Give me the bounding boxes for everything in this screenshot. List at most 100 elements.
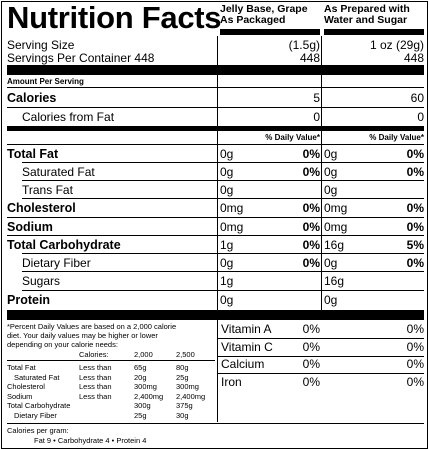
- footnote-row-2500: 25g: [176, 372, 189, 382]
- medium-divider: [7, 126, 424, 131]
- footnote-cal-2500: 2,500: [176, 350, 195, 359]
- footnote-row-qualifier: Less than: [79, 372, 112, 382]
- nutrient-dv-packaged: 0%: [302, 256, 320, 270]
- footnote-vitamin-divider: [217, 320, 218, 422]
- divider: [7, 217, 424, 218]
- servings-per-container-prepared: 448: [403, 51, 424, 65]
- footnote-row-2000: 2,400mg: [134, 391, 164, 401]
- column-header-prepared-line2: Water and Sugar: [324, 14, 408, 26]
- nutrient-amount-packaged: 0g: [220, 183, 234, 197]
- nutrient-label: Total Fat: [7, 147, 59, 161]
- vitamin-label: Calcium: [221, 357, 265, 371]
- footnote-row-label: Dietary Fiber: [14, 410, 57, 420]
- header-bar-prepared: [324, 29, 424, 35]
- thick-divider-top: [7, 65, 424, 75]
- footnote-row-2500: 30g: [176, 410, 189, 420]
- footnote-row-qualifier: Less than: [79, 363, 112, 372]
- nutrient-amount-prepared: 0mg: [324, 220, 348, 234]
- nutrient-dv-packaged: 0%: [302, 165, 320, 179]
- calories-from-fat-label: Calories from Fat: [22, 110, 115, 124]
- footnote-row-label: Saturated Fat: [14, 372, 60, 382]
- thick-divider-bottom: [7, 310, 424, 320]
- footnote-row-label: Cholesterol: [7, 382, 45, 391]
- footnote-row-label: Total Carbohydrate: [7, 401, 71, 410]
- serving-size-prepared: 1 oz (29g): [369, 38, 424, 52]
- nutrient-dv-prepared: 0%: [406, 165, 424, 179]
- divider: [7, 235, 424, 236]
- nutrient-amount-packaged: 1g: [220, 274, 234, 288]
- footnote-row-2000: 300g: [134, 401, 151, 410]
- footnote-row-qualifier: Less than: [79, 382, 112, 391]
- footnote-calories-label: Calories:: [79, 350, 109, 359]
- vitamin-label: Vitamin A: [221, 322, 272, 336]
- nutrient-amount-prepared: 0g: [324, 256, 338, 270]
- nutrient-amount-packaged: 0mg: [220, 220, 244, 234]
- footnote-row-2500: 375g: [176, 401, 193, 410]
- serving-size-label: Serving Size: [7, 38, 75, 52]
- nutrient-label: Protein: [7, 293, 51, 307]
- vitamin-label: Vitamin C: [221, 339, 273, 354]
- servings-per-container-label: Servings Per Container 448: [7, 51, 155, 65]
- column-header-packaged-line1: Jelly Base, Grape: [220, 3, 308, 15]
- vitamin-prepared: 0%: [406, 374, 424, 389]
- calories-prepared: 60: [410, 91, 424, 105]
- column-header-prepared-line1: As Prepared with: [324, 3, 410, 15]
- footnote-row-2500: 300mg: [176, 382, 199, 391]
- nutrient-label: Saturated Fat: [22, 165, 95, 179]
- footnote-row-qualifier: Less than: [79, 391, 112, 401]
- calories-from-fat-prepared: 0: [417, 110, 424, 124]
- divider: [22, 253, 424, 254]
- footnote-row-label: Total Fat: [7, 363, 36, 372]
- column-divider: [217, 36, 218, 126]
- nutrient-label: Dietary Fiber: [22, 256, 91, 270]
- servings-per-container-packaged: 448: [299, 51, 320, 65]
- nutrient-amount-prepared: 0mg: [324, 201, 348, 215]
- footnote-row-label: Sodium: [7, 391, 33, 401]
- nutrient-dv-packaged: 0%: [302, 201, 320, 215]
- footnote-divider: [7, 360, 215, 361]
- column-header-packaged: Jelly Base, Grape As Packaged: [220, 4, 308, 26]
- vitamin-packaged: 0%: [302, 374, 320, 389]
- divider: [7, 87, 424, 88]
- divider: [218, 355, 424, 357]
- header-bar-packaged: [220, 29, 320, 35]
- nutrient-dv-packaged: 0%: [302, 147, 320, 161]
- divider: [7, 144, 424, 145]
- amount-per-serving: Amount Per Serving: [7, 77, 84, 86]
- footnote-row-2000: 20g: [134, 372, 147, 382]
- nutrient-dv-packaged: 0%: [302, 220, 320, 234]
- nutrient-label: Sugars: [22, 274, 61, 288]
- footnote-cal-2000: 2,000: [134, 350, 153, 359]
- nutrient-dv-prepared: 0%: [406, 220, 424, 234]
- nutrient-amount-packaged: 0g: [220, 147, 234, 161]
- page-title: Nutrition Facts: [7, 0, 222, 35]
- vitamin-prepared: 0%: [406, 339, 424, 354]
- calories-per-gram-label: Calories per gram:: [7, 426, 69, 435]
- vitamin-packaged: 0%: [302, 357, 320, 371]
- nutrient-amount-prepared: 16g: [324, 274, 345, 288]
- footnote-line-1: *Percent Daily Values are based on a 2,0…: [7, 322, 177, 331]
- divider: [22, 198, 424, 199]
- footnote-line-3: depending on your calorie needs:: [7, 340, 118, 349]
- column-header-prepared: As Prepared with Water and Sugar: [324, 4, 410, 26]
- divider: [218, 338, 424, 339]
- vitamin-packaged: 0%: [302, 322, 320, 336]
- footnote-row-2000: 25g: [134, 410, 147, 420]
- calories-per-gram-values: Fat 9 • Carbohydrate 4 • Protein 4: [34, 436, 147, 445]
- vitamin-prepared: 0%: [406, 322, 424, 336]
- column-header-packaged-line2: As Packaged: [220, 14, 286, 26]
- footnote-divider-bottom: [7, 423, 424, 424]
- nutrient-dv-prepared: 0%: [406, 147, 424, 161]
- column-divider: [321, 131, 322, 310]
- footnote-row-2000: 65g: [134, 363, 147, 372]
- serving-size-packaged: (1.5g): [288, 38, 320, 52]
- vitamin-label: Iron: [221, 374, 242, 389]
- divider: [218, 373, 424, 374]
- nutrient-amount-packaged: 0g: [220, 293, 234, 307]
- footnote-row-2500: 80g: [176, 363, 189, 372]
- divider: [7, 107, 424, 108]
- nutrient-dv-packaged: 0%: [302, 238, 320, 252]
- nutrient-amount-packaged: 0mg: [220, 201, 244, 215]
- footnote-line-2: diet. Your daily values may be higher or…: [7, 331, 158, 340]
- calories-packaged: 5: [313, 91, 320, 105]
